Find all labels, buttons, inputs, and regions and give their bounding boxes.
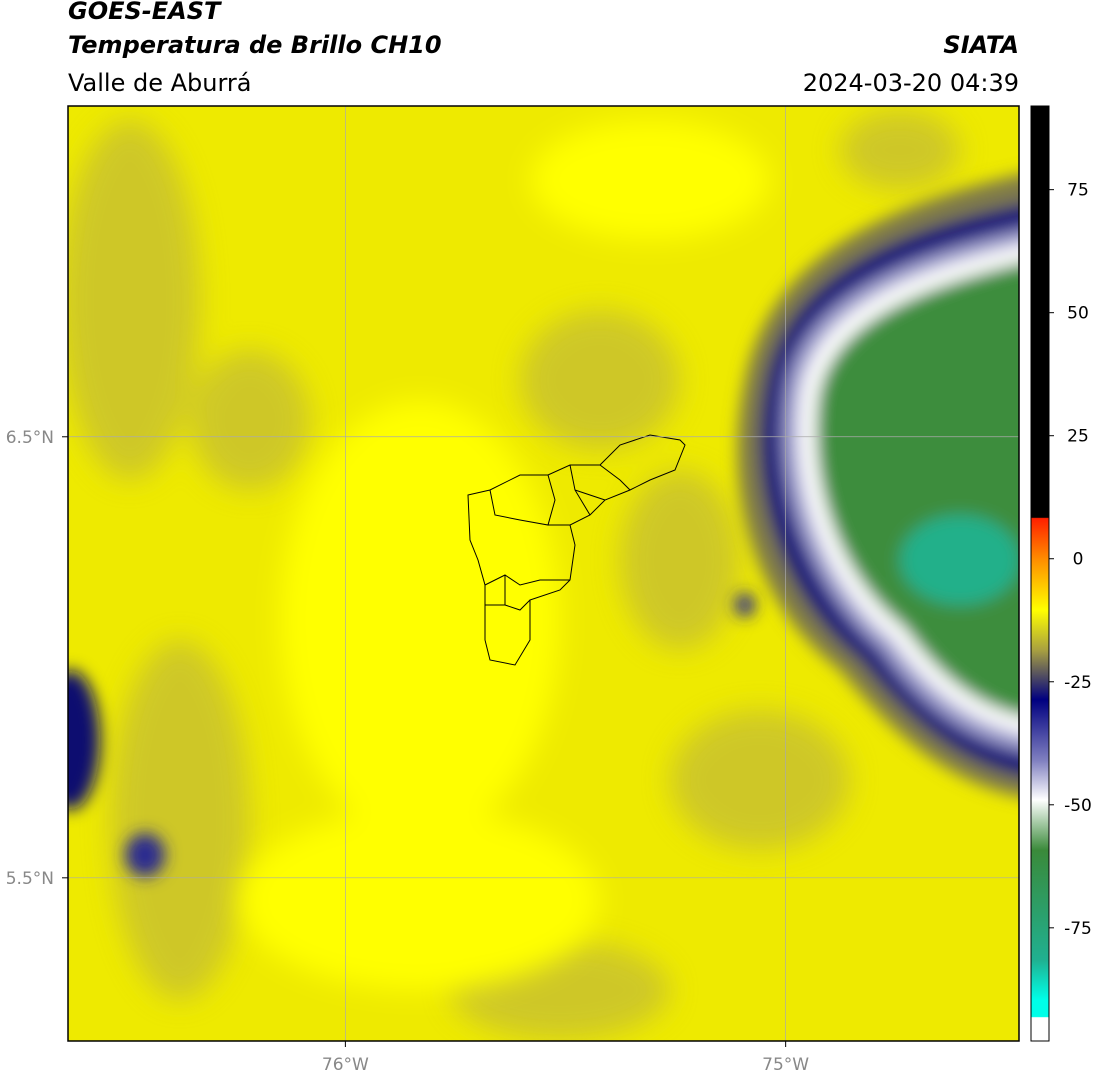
graticule — [68, 106, 1019, 1041]
x-tick-label: 76°W — [322, 1055, 369, 1075]
colorbar-tick-label: -25 — [1064, 673, 1092, 693]
x-tick-label: 75°W — [762, 1055, 809, 1075]
timestamp: 2024-03-20 04:39 — [803, 69, 1019, 97]
colorbar — [1030, 105, 1050, 1042]
y-tick-label: 5.5°N — [6, 869, 54, 889]
valley-boundary — [467, 434, 686, 666]
subtitle: Temperatura de Brillo CH10 — [68, 31, 442, 59]
source: SIATA — [943, 31, 1019, 59]
brightness-field — [68, 106, 1019, 1041]
region: Valle de Aburrá — [68, 69, 252, 97]
colorbar-tick-label: 0 — [1073, 550, 1084, 570]
colorbar-tick-label: 50 — [1067, 304, 1089, 324]
colorbar-tick-label: 75 — [1067, 181, 1089, 201]
title: GOES-EAST — [68, 0, 222, 25]
colorbar-tick-label: -50 — [1064, 796, 1092, 816]
colorbar-tick-label: 25 — [1067, 427, 1089, 447]
colorbar-tick-label: -75 — [1064, 919, 1092, 939]
y-tick-label: 6.5°N — [6, 428, 54, 448]
map-frame — [67, 105, 1020, 1042]
